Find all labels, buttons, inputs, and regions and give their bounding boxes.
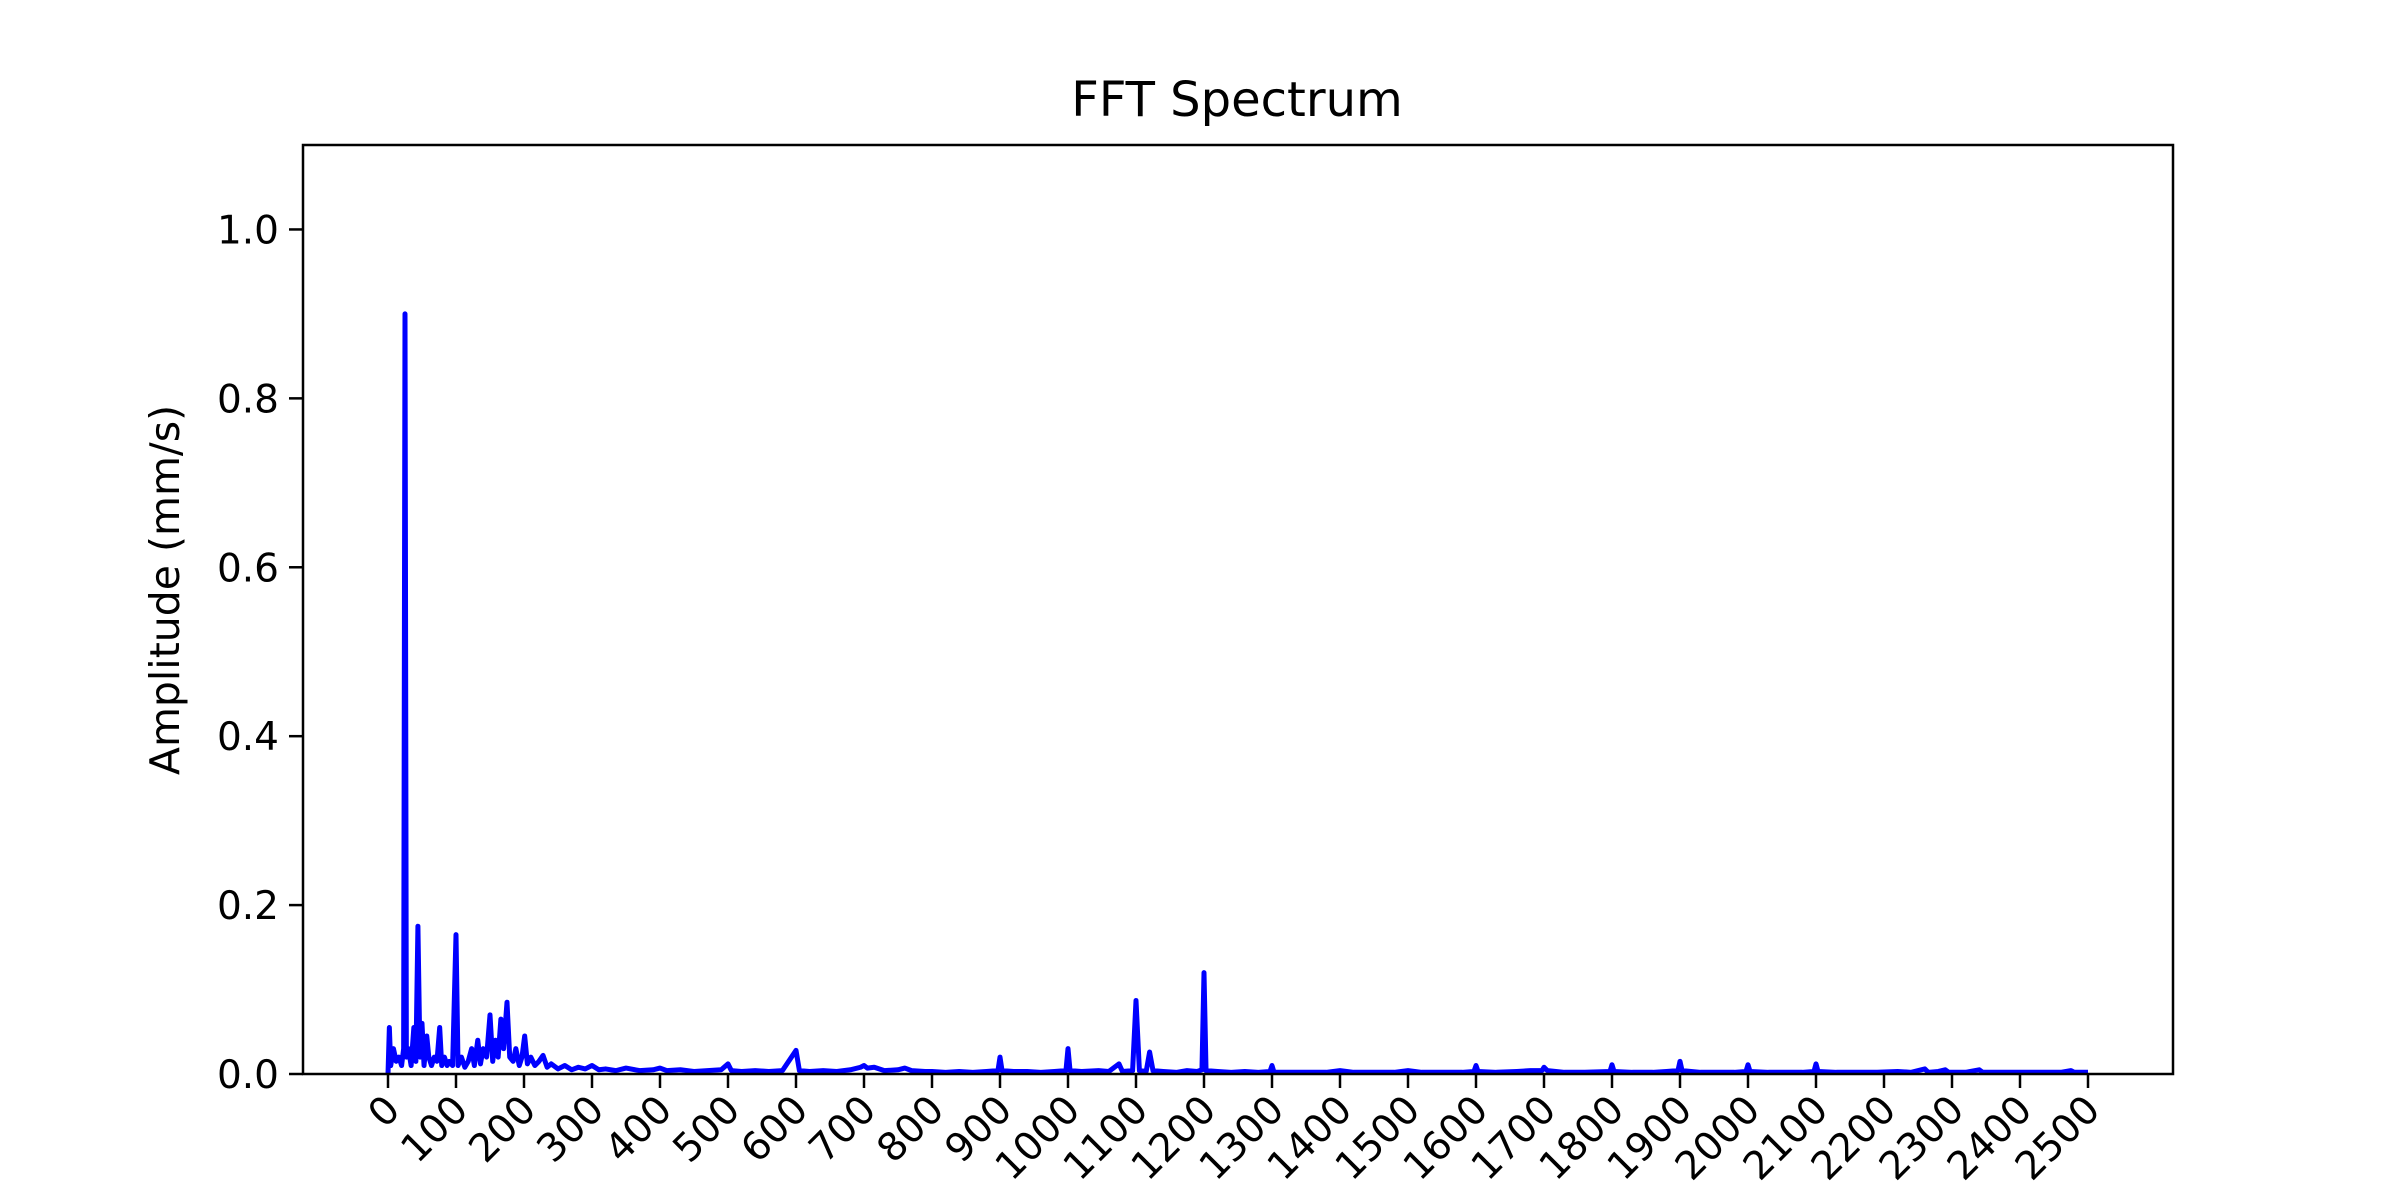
y-tick-label: 0.0 xyxy=(217,1053,279,1098)
y-tick-label: 1.0 xyxy=(217,208,279,253)
plot-frame xyxy=(301,143,2175,1076)
y-tick-label: 0.6 xyxy=(217,546,279,591)
y-tick-label: 0.8 xyxy=(217,377,279,422)
chart-title: FFT Spectrum xyxy=(1071,72,1403,128)
y-axis-label: Amplitude (mm/s) xyxy=(141,405,189,775)
plot-layer xyxy=(385,311,2088,1075)
series-line-0 xyxy=(385,311,2088,1075)
y-tick-label: 0.2 xyxy=(217,884,279,929)
y-tick-label: 0.4 xyxy=(217,715,279,760)
